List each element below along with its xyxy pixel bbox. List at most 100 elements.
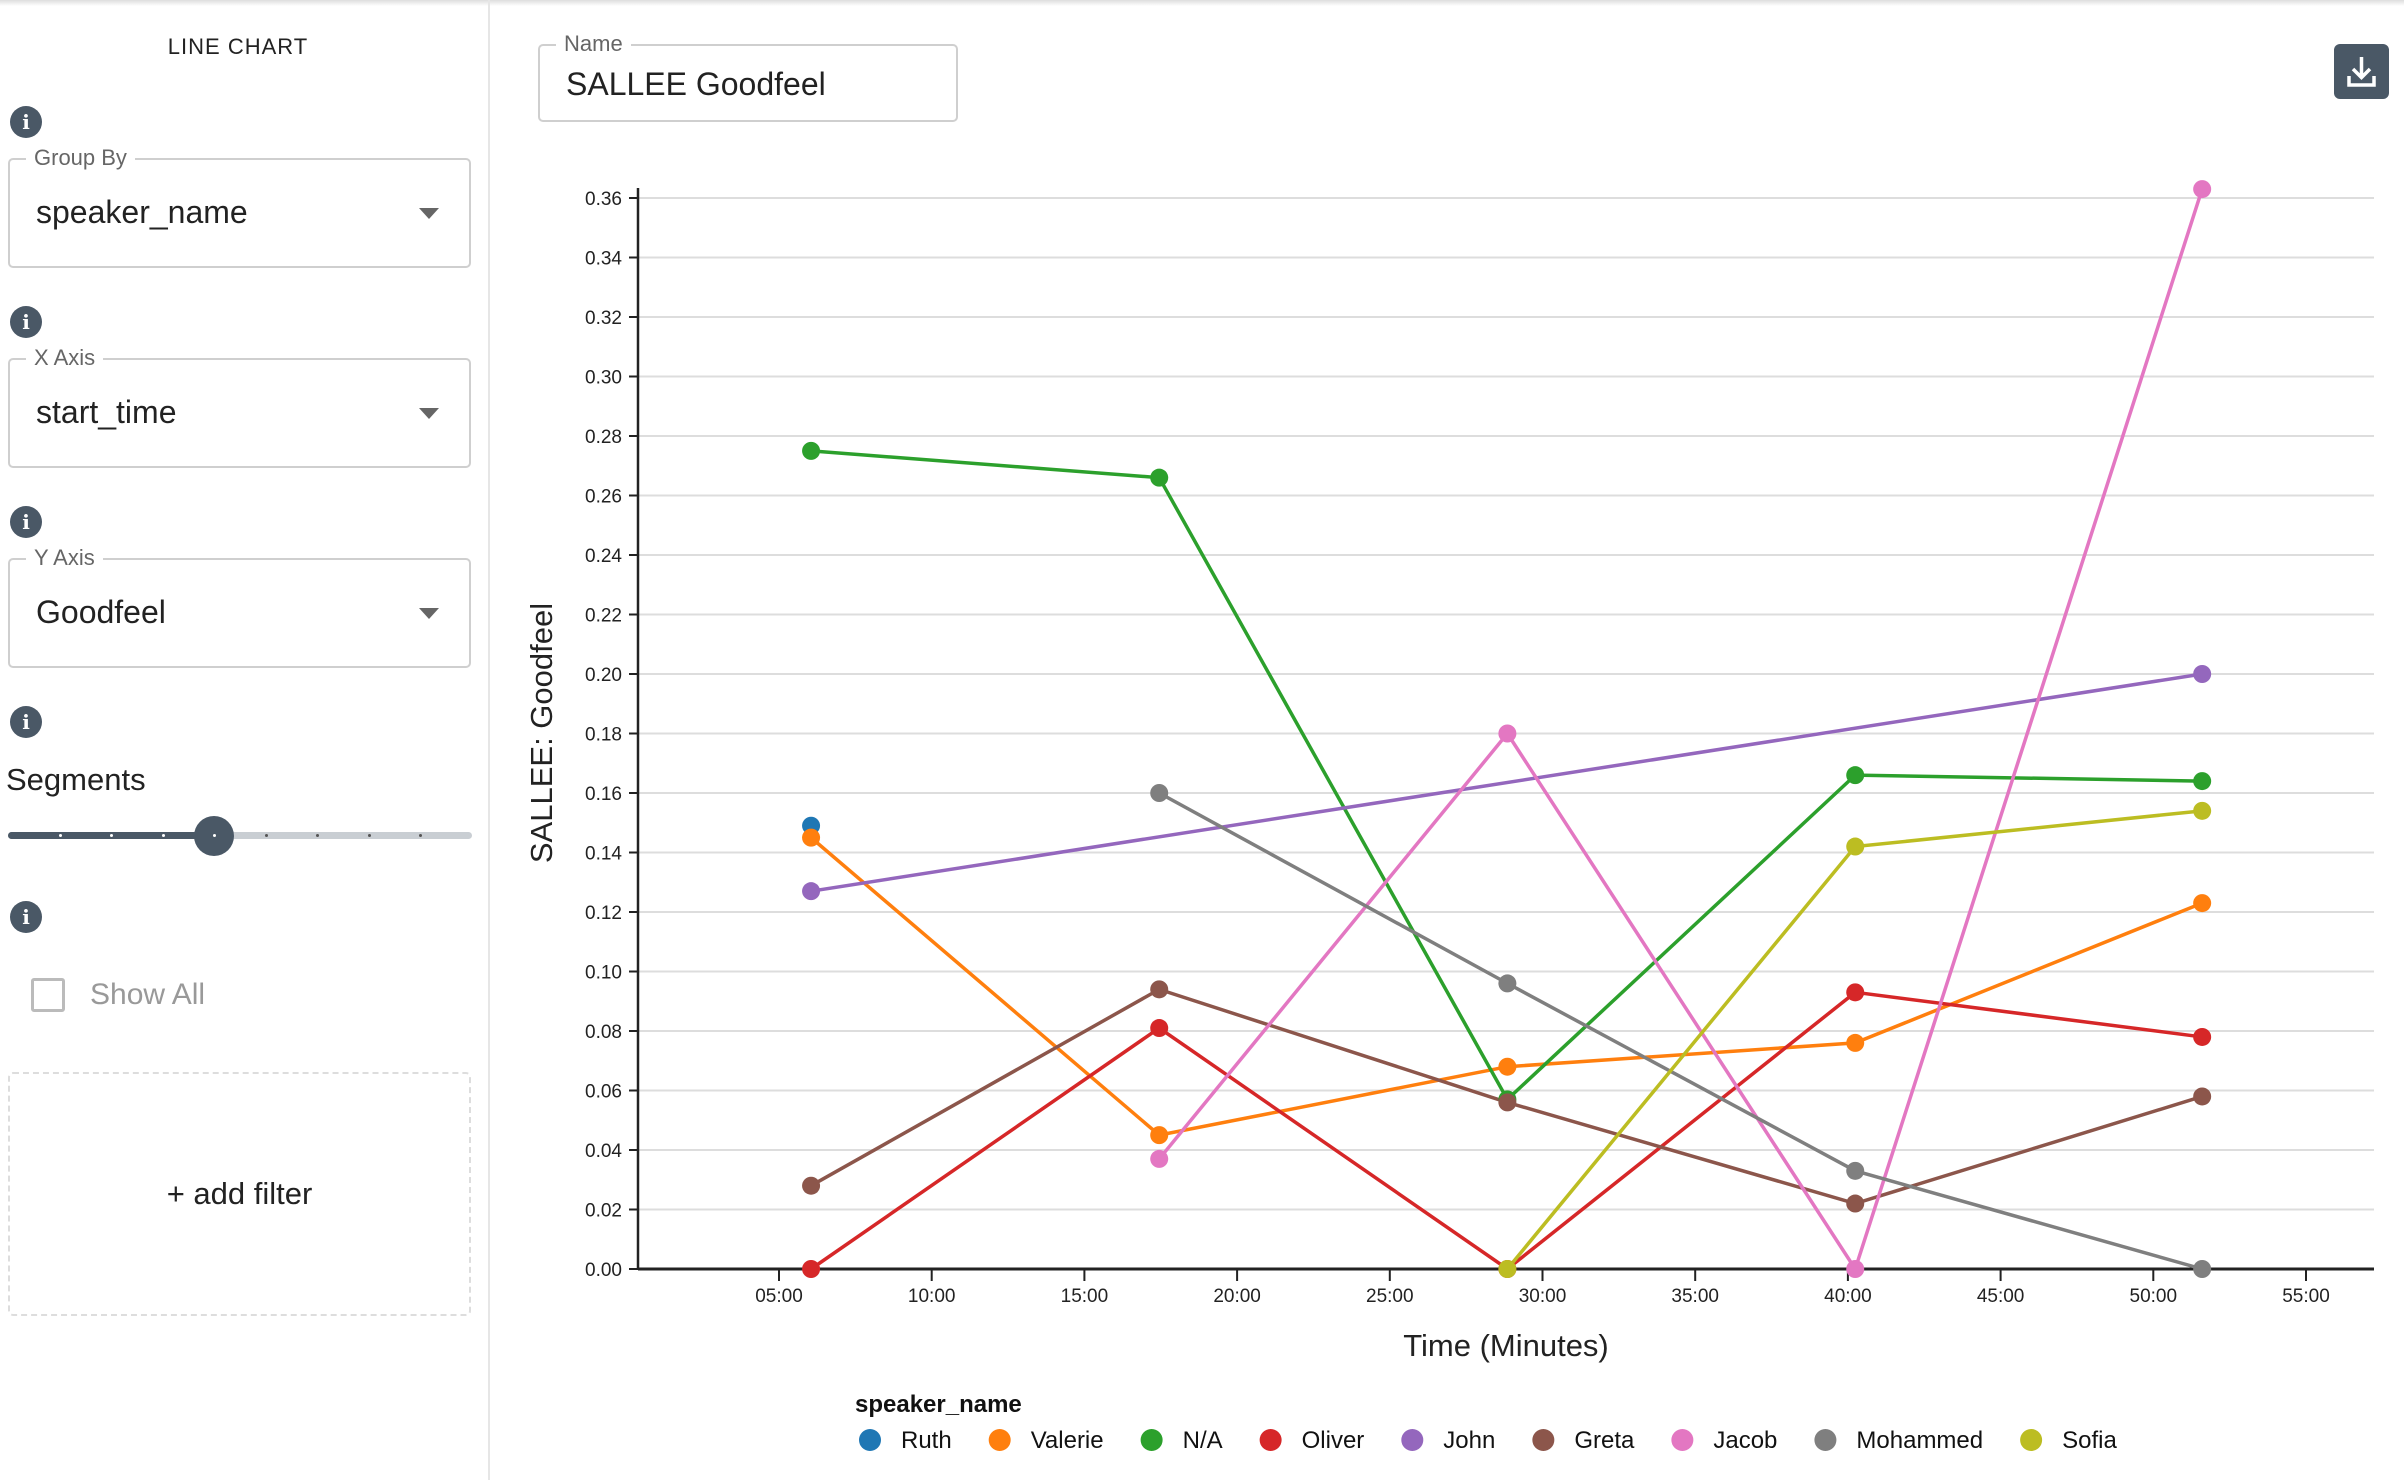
data-point [2193,1027,2212,1046]
y-axis-label: Y Axis [26,545,103,571]
y-tick-label: 0.00 [585,1260,622,1281]
legend-swatch [1671,1429,1694,1451]
group-by-select[interactable]: Group By speaker_name [8,145,471,268]
data-point [1498,724,1517,743]
legend-swatch [1532,1429,1555,1451]
y-tick-label: 0.32 [585,308,622,329]
x-tick-label: 35:00 [1671,1286,1719,1307]
info-icon[interactable]: i [10,306,42,338]
y-axis-select[interactable]: Y Axis Goodfeel [8,545,471,668]
top-shadow [0,0,2404,6]
add-filter-button[interactable]: + add filter [8,1072,471,1316]
data-point [2193,1087,2212,1106]
name-label: Name [556,31,631,57]
data-point [1846,766,1865,785]
series-line-john [810,672,2203,893]
legend-swatch [1259,1429,1282,1451]
y-tick-label: 0.26 [585,487,622,508]
chevron-down-icon [419,408,439,419]
y-axis-label: SALLEE: Goodfeel [524,603,559,863]
segments-slider[interactable] [8,816,472,856]
x-tick-label: 30:00 [1519,1286,1567,1307]
legend-swatch [859,1429,881,1451]
data-point [1846,1033,1865,1052]
legend-label: Greta [1574,1427,1635,1454]
y-tick-label: 0.28 [585,427,622,448]
data-point [1150,1126,1169,1145]
series-line-jacob [1157,188,2204,1274]
data-point [1150,1019,1169,1038]
slider-step-dot [213,834,217,837]
x-tick-label: 50:00 [2130,1286,2178,1307]
y-tick-label: 0.36 [585,189,622,210]
y-tick-label: 0.08 [585,1022,622,1043]
x-axis-value: start_time [36,394,177,430]
y-tick-label: 0.18 [585,725,622,746]
x-axis-label: Time (Minutes) [1403,1328,1609,1363]
series-line-mohammed [1158,791,2203,1271]
x-axis-select[interactable]: X Axis start_time [8,345,471,468]
y-tick-label: 0.16 [585,784,622,805]
x-tick-label: 15:00 [1061,1286,1109,1307]
data-point [2193,1260,2212,1278]
data-point [1498,974,1517,993]
data-point [1846,837,1865,856]
legend-swatch [1140,1429,1163,1451]
legend-label: N/A [1183,1427,1223,1454]
data-point [1846,983,1865,1002]
slider-step-dot [419,834,423,837]
legend-swatch [2020,1429,2043,1451]
name-input[interactable]: SALLEE Goodfeel [566,66,826,102]
name-field[interactable]: Name SALLEE Goodfeel [538,31,958,122]
info-icon[interactable]: i [10,901,42,933]
slider-step-dot [58,834,62,837]
data-point [802,828,821,847]
data-point [1498,1057,1517,1076]
data-point [802,441,821,460]
slider-step-dot [264,834,268,837]
data-point [1150,1149,1169,1168]
data-point [2193,801,2212,820]
legend-label: Sofia [2062,1427,2117,1454]
legend-label: Oliver [1302,1427,1365,1454]
legend-swatch [1401,1429,1424,1451]
data-point [1846,1194,1865,1213]
x-tick-label: 40:00 [1824,1286,1872,1307]
legend-swatch [1814,1429,1837,1451]
y-tick-label: 0.30 [585,368,622,389]
slider-step-dot [316,834,320,837]
y-tick-label: 0.12 [585,903,622,924]
slider-step-dot [367,834,371,837]
x-tick-label: 05:00 [755,1286,803,1307]
data-point [1846,1260,1865,1278]
download-button[interactable] [2334,44,2389,99]
chevron-down-icon [419,208,439,219]
y-tick-label: 0.34 [585,249,622,270]
legend-swatch [988,1429,1011,1451]
data-point [1150,468,1169,487]
info-icon[interactable]: i [10,706,42,738]
y-tick-label: 0.20 [585,665,622,686]
info-icon[interactable]: i [10,506,42,538]
legend-label: John [1443,1427,1495,1454]
data-point [1150,980,1169,999]
download-icon [2347,57,2376,87]
show-all-label: Show All [90,978,206,1011]
y-tick-label: 0.06 [585,1082,622,1103]
y-axis-value: Goodfeel [36,594,166,630]
group-by-label: Group By [26,145,135,171]
data-point [1846,1161,1865,1180]
info-icon[interactable]: i [10,106,42,138]
series-line-oliver [810,990,2203,1272]
x-tick-label: 45:00 [1977,1286,2025,1307]
data-point [802,1260,821,1278]
y-tick-label: 0.24 [585,546,622,567]
show-all-checkbox[interactable] [31,978,65,1012]
data-point [802,1176,821,1195]
legend-label: Mohammed [1856,1427,1983,1454]
sidebar: LINE CHART i Group By speaker_name i X A… [0,0,490,1480]
data-point [802,882,821,901]
legend-label: Ruth [901,1427,952,1454]
legend-label: Valerie [1031,1427,1104,1454]
